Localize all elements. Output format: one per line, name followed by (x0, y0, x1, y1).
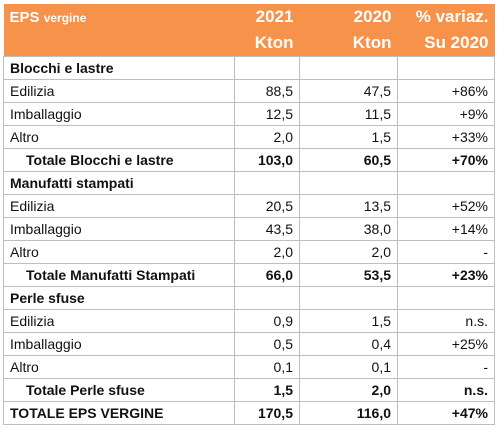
header-var-label: % variaz. (397, 4, 495, 30)
header-title: EPS vergine (3, 4, 235, 30)
empty-cell (397, 171, 495, 195)
value-2021: 20,5 (234, 194, 300, 218)
empty-cell (234, 171, 300, 195)
value-variation: +86% (397, 79, 495, 103)
subtotal-2020: 53,5 (299, 263, 398, 287)
eps-table-container: EPS vergine 2021 2020 % variaz. Kton Kto… (3, 4, 495, 425)
subtotal-2020: 60,5 (299, 148, 398, 172)
empty-cell (299, 286, 398, 310)
value-2020: 2,0 (299, 240, 398, 264)
subtotal-2021: 1,5 (234, 378, 300, 402)
value-2020: 0,1 (299, 355, 398, 379)
subtotal-label: Totale Perle sfuse (3, 378, 235, 402)
row-label: Edilizia (3, 79, 235, 103)
row-label: Altro (3, 125, 235, 149)
value-2020: 11,5 (299, 102, 398, 126)
value-2021: 0,5 (234, 332, 300, 356)
table-row: Edilizia 0,9 1,5 n.s. (3, 309, 495, 333)
value-variation: n.s. (397, 309, 495, 333)
value-2020: 38,0 (299, 217, 398, 241)
table-row: Imballaggio 12,5 11,5 +9% (3, 102, 495, 126)
value-variation: +33% (397, 125, 495, 149)
subtotal-row: Totale Blocchi e lastre 103,0 60,5 +70% (3, 148, 495, 172)
row-label: Imballaggio (3, 102, 235, 126)
value-variation: - (397, 240, 495, 264)
value-variation: +14% (397, 217, 495, 241)
table-header: EPS vergine 2021 2020 % variaz. Kton Kto… (3, 4, 495, 57)
header-title-main: EPS (9, 8, 40, 26)
section-title: Perle sfuse (3, 286, 235, 310)
value-2020: 47,5 (299, 79, 398, 103)
grand-total-row: TOTALE EPS VERGINE 170,5 116,0 +47% (3, 401, 495, 425)
table-row: Altro 2,0 1,5 +33% (3, 125, 495, 149)
table-row: Imballaggio 0,5 0,4 +25% (3, 332, 495, 356)
header-row-1: EPS vergine 2021 2020 % variaz. (3, 4, 495, 30)
row-label: Edilizia (3, 309, 235, 333)
row-label: Imballaggio (3, 217, 235, 241)
value-2020: 1,5 (299, 309, 398, 333)
value-2021: 43,5 (234, 217, 300, 241)
subtotal-row: Totale Manufatti Stampati 66,0 53,5 +23% (3, 263, 495, 287)
subtotal-label: Totale Blocchi e lastre (3, 148, 235, 172)
header-title-small: vergine (43, 10, 87, 25)
row-label: Altro (3, 355, 235, 379)
header-2021-year: 2021 (234, 4, 300, 30)
value-2021: 0,1 (234, 355, 300, 379)
value-2021: 2,0 (234, 240, 300, 264)
table-row: Edilizia 20,5 13,5 +52% (3, 194, 495, 218)
header-2020-year: 2020 (299, 4, 398, 30)
grand-total-2020: 116,0 (299, 401, 398, 425)
table-row: Edilizia 88,5 47,5 +86% (3, 79, 495, 103)
empty-cell (397, 286, 495, 310)
header-2020-unit: Kton (299, 30, 398, 57)
empty-cell (397, 56, 495, 80)
empty-cell (234, 286, 300, 310)
value-2020: 1,5 (299, 125, 398, 149)
value-variation: +9% (397, 102, 495, 126)
row-label: Altro (3, 240, 235, 264)
section-title: Manufatti stampati (3, 171, 235, 195)
eps-table: EPS vergine 2021 2020 % variaz. Kton Kto… (3, 4, 495, 425)
row-label: Edilizia (3, 194, 235, 218)
empty-cell (299, 56, 398, 80)
value-2020: 0,4 (299, 332, 398, 356)
section-title: Blocchi e lastre (3, 56, 235, 80)
value-2021: 0,9 (234, 309, 300, 333)
header-2021-unit: Kton (234, 30, 300, 57)
value-2021: 88,5 (234, 79, 300, 103)
subtotal-variation: n.s. (397, 378, 495, 402)
header-row-2: Kton Kton Su 2020 (3, 30, 495, 57)
section-header-row: Manufatti stampati (3, 171, 495, 195)
empty-cell (299, 171, 398, 195)
subtotal-label: Totale Manufatti Stampati (3, 263, 235, 287)
table-body: Blocchi e lastre Edilizia 88,5 47,5 +86% Imba… (3, 56, 495, 425)
value-2021: 12,5 (234, 102, 300, 126)
table-row: Imballaggio 43,5 38,0 +14% (3, 217, 495, 241)
subtotal-2021: 66,0 (234, 263, 300, 287)
empty-cell (234, 56, 300, 80)
table-row: Altro 2,0 2,0- (3, 240, 495, 264)
subtotal-2020: 2,0 (299, 378, 398, 402)
section-header-row: Perle sfuse (3, 286, 495, 310)
row-label: Imballaggio (3, 332, 235, 356)
grand-total-2021: 170,5 (234, 401, 300, 425)
value-variation: +52% (397, 194, 495, 218)
subtotal-row: Totale Perle sfuse 1,5 2,0 n.s. (3, 378, 495, 402)
value-variation: +25% (397, 332, 495, 356)
value-variation: - (397, 355, 495, 379)
value-2020: 13,5 (299, 194, 398, 218)
grand-total-label: TOTALE EPS VERGINE (3, 401, 235, 425)
section-header-row: Blocchi e lastre (3, 56, 495, 80)
header-blank (3, 30, 235, 57)
header-var-base: Su 2020 (397, 30, 495, 57)
table-row: Altro 0,1 0,1- (3, 355, 495, 379)
subtotal-2021: 103,0 (234, 148, 300, 172)
subtotal-variation: +23% (397, 263, 495, 287)
value-2021: 2,0 (234, 125, 300, 149)
subtotal-variation: +70% (397, 148, 495, 172)
grand-total-variation: +47% (397, 401, 495, 425)
